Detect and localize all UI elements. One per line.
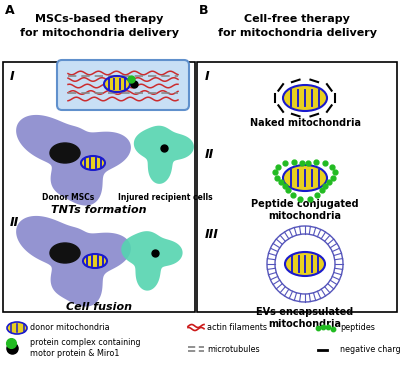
Ellipse shape: [50, 243, 80, 263]
Ellipse shape: [285, 252, 325, 276]
Text: MSCs-based therapy
for mitochondria delivery: MSCs-based therapy for mitochondria deli…: [20, 14, 178, 38]
Text: A: A: [5, 4, 15, 17]
Text: Naked mitochondria: Naked mitochondria: [250, 118, 360, 128]
FancyBboxPatch shape: [197, 62, 397, 312]
Text: III: III: [205, 229, 219, 242]
Ellipse shape: [104, 76, 130, 92]
Ellipse shape: [283, 85, 327, 111]
Text: Donor MSCs: Donor MSCs: [42, 193, 94, 202]
Ellipse shape: [50, 143, 80, 163]
Text: II: II: [10, 216, 19, 229]
Text: Injured recipient cells: Injured recipient cells: [118, 193, 213, 202]
Text: I: I: [205, 70, 210, 83]
FancyBboxPatch shape: [57, 60, 189, 110]
Text: Cell-free therapy
for mitochondria delivery: Cell-free therapy for mitochondria deliv…: [218, 14, 376, 38]
Text: I: I: [10, 70, 15, 83]
Ellipse shape: [83, 254, 107, 268]
Polygon shape: [121, 231, 182, 290]
Ellipse shape: [7, 322, 27, 334]
FancyBboxPatch shape: [3, 62, 195, 312]
Text: donor mitochondria: donor mitochondria: [30, 323, 110, 333]
Text: Cell fusion: Cell fusion: [66, 302, 132, 312]
Text: TNTs formation: TNTs formation: [51, 205, 147, 215]
Text: EVs encapsulated
mitochondria: EVs encapsulated mitochondria: [256, 307, 354, 329]
Text: microtubules: microtubules: [207, 346, 260, 354]
Text: Peptide conjugated
mitochondria: Peptide conjugated mitochondria: [251, 199, 359, 221]
Ellipse shape: [283, 165, 327, 191]
Ellipse shape: [81, 156, 105, 170]
Text: peptides: peptides: [340, 323, 375, 333]
Text: protein complex containing
motor protein & Miro1: protein complex containing motor protein…: [30, 338, 140, 358]
Polygon shape: [16, 115, 131, 206]
Text: II: II: [205, 148, 214, 161]
Text: negative charge: negative charge: [340, 346, 400, 354]
Polygon shape: [16, 216, 131, 307]
Ellipse shape: [267, 226, 343, 302]
Polygon shape: [134, 126, 194, 184]
Text: actin filaments: actin filaments: [207, 323, 267, 333]
Text: B: B: [199, 4, 208, 17]
